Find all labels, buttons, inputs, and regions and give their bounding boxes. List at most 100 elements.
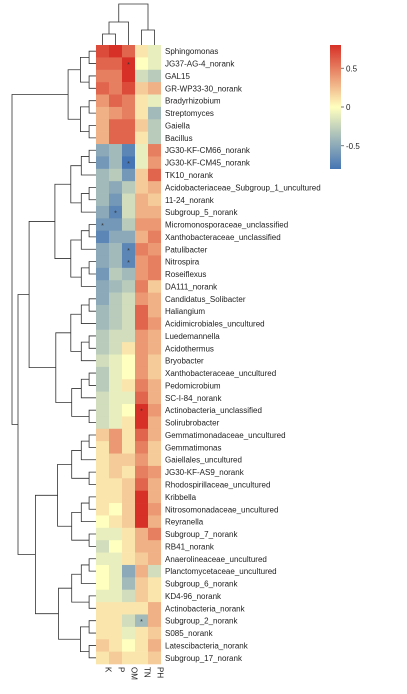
heatmap-cell: [122, 218, 135, 231]
row-label: Subgroup_6_norank: [165, 580, 239, 589]
heatmap-cell: [109, 577, 122, 591]
heatmap-cell: [96, 354, 109, 368]
heatmap-cell: [96, 503, 109, 516]
heatmap-cell: [109, 515, 122, 529]
heatmap-cell: [122, 577, 135, 591]
significance-star: *: [114, 211, 117, 218]
heatmap-cell: [109, 626, 122, 640]
row-label: Subgroup_7_norank: [165, 530, 239, 539]
heatmap-cell: [122, 69, 135, 83]
heatmap-cell: [96, 131, 109, 145]
heatmap-cell: [135, 589, 148, 603]
heatmap-cell: [96, 82, 109, 95]
row-label: SC-I-84_norank: [165, 394, 222, 403]
heatmap-cell: [148, 82, 161, 95]
heatmap-cell: [96, 45, 109, 58]
dendrogram-branch: [108, 21, 129, 45]
row-label: Luedemannella: [165, 332, 220, 341]
heatmap-cell: [135, 465, 148, 479]
colorbar: [330, 45, 341, 169]
heatmap-cell: [135, 577, 148, 591]
heatmap-cell: [96, 465, 109, 479]
heatmap-cell: [148, 453, 161, 467]
heatmap-cell: [122, 243, 135, 256]
heatmap-cell: [122, 94, 135, 108]
dendrogram-branch: [71, 511, 90, 541]
heatmap-cell: [122, 490, 135, 504]
heatmap-cell: [109, 280, 122, 293]
heatmap-cell: [122, 45, 135, 58]
heatmap-cell: [96, 255, 109, 269]
heatmap-cell: [122, 540, 135, 553]
heatmap-cell: [96, 552, 109, 566]
row-labels: Sphingomonas JG37-AG-4_norank GAL15 GR-WP33…: [165, 47, 321, 663]
heatmap-cell: [135, 602, 148, 615]
row-label: Bradyrhizobium: [165, 97, 221, 106]
dendrogram-branch: [71, 573, 90, 603]
heatmap-cell: [122, 205, 135, 219]
heatmap-cell: [135, 304, 148, 318]
row-label: GR-WP33-30_norank: [165, 84, 243, 93]
heatmap-cell: [109, 82, 122, 95]
row-label: TK10_norank: [165, 171, 214, 180]
heatmap-cell: [148, 280, 161, 293]
row-label: Anaerolineaceae_uncultured: [165, 555, 267, 564]
heatmap-cell: [109, 243, 122, 256]
heatmap-cell: [96, 404, 109, 417]
heatmap-cell: [96, 602, 109, 615]
heatmap-cell: [122, 441, 135, 454]
heatmap-cell: [109, 205, 122, 219]
row-label: Bacillus: [165, 134, 193, 143]
heatmap-cell: [122, 255, 135, 269]
heatmap-cell: [148, 478, 161, 491]
heatmap-cell: [109, 639, 122, 652]
heatmap-cell: [96, 243, 109, 256]
heatmap-cell: [109, 379, 122, 392]
heatmap-cell: [122, 57, 135, 71]
row-label: Actinobacteria_norank: [165, 604, 246, 613]
significance-star: *: [127, 161, 130, 168]
dendrogram-branch: [118, 3, 149, 30]
heatmap-cell: [109, 106, 122, 120]
heatmap-cell: [96, 614, 109, 628]
heatmap-cell: [148, 404, 161, 417]
heatmap-cell: [96, 379, 109, 392]
heatmap-cell: [122, 639, 135, 652]
row-label: Actinobacteria_unclassified: [165, 406, 262, 415]
colorbar-ticks: 0.5 0 -0.5: [341, 64, 360, 151]
heatmap-cell: [96, 304, 109, 318]
heatmap-cell: [148, 329, 161, 343]
heatmap-cell: [135, 366, 148, 380]
row-label: KD4-96_norank: [165, 592, 222, 601]
heatmap-cell: [122, 503, 135, 516]
heatmap-cell: [96, 218, 109, 231]
heatmap-cell: [109, 552, 122, 566]
heatmap-cell: [148, 527, 161, 541]
heatmap-cell: [122, 317, 135, 331]
heatmap-cell: [109, 69, 122, 83]
dendrogram-branch: [88, 595, 96, 609]
heatmap-cell: [148, 218, 161, 231]
row-label: Latescibacteria_norank: [165, 641, 249, 650]
heatmap-cell: [135, 119, 148, 132]
row-label: Gemmatimonadaceae_uncultured: [165, 431, 286, 440]
heatmap-cell: [122, 131, 135, 145]
heatmap-cell: [122, 564, 135, 578]
heatmap-cell: [96, 205, 109, 219]
heatmap-cell: [148, 292, 161, 306]
row-dendrogram: [11, 50, 96, 659]
heatmap-cell: [96, 416, 109, 430]
heatmap-cell: [109, 478, 122, 491]
heatmap-cell: [109, 527, 122, 541]
heatmap-cell: [148, 57, 161, 71]
heatmap-cell: [135, 69, 148, 83]
heatmap-cell: [109, 45, 122, 58]
heatmap-cell: [135, 639, 148, 652]
heatmap-cell: [109, 230, 122, 244]
heatmap-cell: [135, 428, 148, 442]
dendrogram-branch: [88, 645, 96, 659]
heatmap-cell: [148, 416, 161, 430]
row-label: Subgroup_2_norank: [165, 617, 239, 626]
heatmap-cell: [148, 515, 161, 529]
heatmap-cell: [96, 651, 109, 665]
